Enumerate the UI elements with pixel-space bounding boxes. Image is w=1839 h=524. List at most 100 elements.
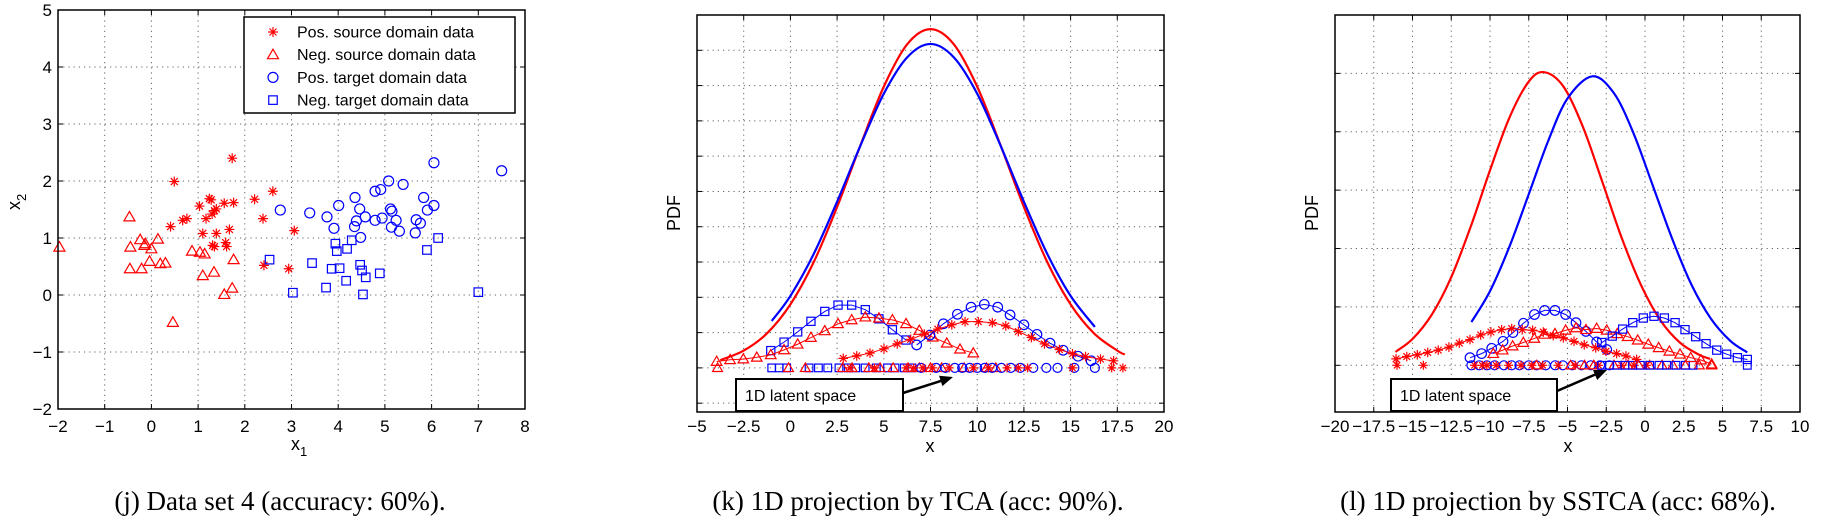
star-marker <box>1039 339 1050 349</box>
square-marker <box>268 95 278 105</box>
caption-k: (k) 1D projection by TCA (acc: 90%). <box>712 486 1124 516</box>
star-marker <box>1553 360 1563 370</box>
triangle-marker <box>225 281 239 293</box>
square-marker <box>823 363 833 373</box>
square-marker <box>846 300 857 310</box>
triangle-marker <box>227 252 241 265</box>
star-marker <box>1013 326 1024 337</box>
star-marker <box>1412 349 1423 360</box>
star-marker <box>1517 324 1528 335</box>
square-marker <box>473 287 484 297</box>
legend-item: Pos. target domain data <box>267 70 467 87</box>
star-marker <box>1491 360 1501 370</box>
star-marker <box>1506 323 1517 334</box>
axes-frame <box>57 9 526 410</box>
legend-item: Neg. target domain data <box>268 93 469 110</box>
x-tick-label: −10 <box>1476 417 1505 436</box>
x-tick-label: −12.5 <box>1430 417 1473 436</box>
x-tick-label: −20 <box>1321 417 1350 436</box>
triangle-marker <box>926 330 940 342</box>
triangle-marker <box>158 256 172 268</box>
star-marker <box>1108 356 1119 366</box>
arrow-head-icon <box>1593 369 1607 381</box>
star-marker <box>901 363 911 373</box>
star-marker <box>1000 321 1011 331</box>
triangle-marker <box>935 361 948 373</box>
star-marker <box>1504 360 1514 370</box>
star-marker <box>1570 360 1580 370</box>
circle-marker <box>414 217 426 229</box>
series-triangle <box>710 310 980 366</box>
triangle-marker <box>818 324 832 336</box>
square-marker <box>360 272 371 283</box>
x-axis-label: x1 <box>291 434 307 459</box>
annotation-arrow <box>1556 370 1602 393</box>
circle-marker <box>375 183 387 196</box>
circle-marker <box>376 212 388 224</box>
triangle-marker <box>799 361 812 373</box>
latent-star <box>1392 360 1652 370</box>
circle-marker <box>1085 355 1097 367</box>
square-marker <box>779 337 789 347</box>
star-marker <box>909 363 919 373</box>
square-marker <box>1712 345 1722 355</box>
triangle-marker <box>1641 337 1655 349</box>
x-axis-label-base: x <box>291 434 300 454</box>
star-marker <box>1465 334 1475 345</box>
star-marker <box>1470 360 1479 370</box>
square-marker <box>1742 354 1752 365</box>
chart-2: −20 −17.5 −15 −12.5 −10 −7.5 −5 −2.5 0 2.5 5 7.5 10 x… <box>1302 14 1809 456</box>
star-marker <box>267 186 278 197</box>
legend-item: Neg. source domain data <box>266 47 476 64</box>
circle-marker <box>274 204 286 216</box>
star-marker <box>1486 327 1496 337</box>
x-tick-label: 5 <box>380 417 389 436</box>
circle-marker <box>354 203 366 215</box>
star-marker <box>905 334 916 345</box>
star-marker <box>1026 332 1037 343</box>
square-marker <box>422 245 432 255</box>
star-marker <box>892 339 903 349</box>
square-marker <box>793 327 803 337</box>
legend-label: Pos. source domain data <box>297 25 474 42</box>
star-marker <box>1067 348 1078 359</box>
x-axis-label: x <box>926 436 935 456</box>
star-marker <box>1054 344 1065 355</box>
x-tick-label: −1 <box>95 417 114 436</box>
circle-marker <box>1018 319 1030 331</box>
triangle-marker <box>133 233 147 245</box>
circle-marker <box>349 191 361 204</box>
triangle-marker <box>872 311 886 323</box>
y-tick-label: −1 <box>33 343 52 362</box>
triangle-marker <box>122 210 136 222</box>
square-marker <box>1742 360 1752 370</box>
star-marker <box>1558 333 1569 343</box>
square-marker <box>887 325 898 335</box>
square-marker <box>1649 311 1659 321</box>
square-marker <box>1617 324 1628 334</box>
triangle-marker <box>966 346 980 358</box>
circle-marker <box>386 205 398 217</box>
triangle-marker <box>831 317 845 329</box>
circle-marker <box>1464 352 1476 364</box>
y-tick-label: 1 <box>43 229 52 248</box>
circle-marker <box>393 225 405 237</box>
legend-label: Neg. target domain data <box>297 93 469 110</box>
triangle-marker <box>198 247 212 259</box>
star-marker <box>919 329 930 339</box>
x-axis-label-sub: 1 <box>300 444 307 459</box>
axes-frame <box>1334 14 1801 413</box>
triangle-marker <box>723 353 737 365</box>
square-marker <box>1638 313 1648 323</box>
star-marker <box>1569 336 1579 347</box>
legend: Pos. source domain data Neg. source domai… <box>243 16 516 114</box>
star-marker <box>865 348 875 358</box>
square-marker <box>331 246 342 256</box>
arrow-head-icon <box>939 375 953 387</box>
triangle-marker <box>1631 333 1645 345</box>
triangle-marker <box>886 313 899 325</box>
circle-marker <box>397 178 409 191</box>
triangle-marker <box>845 313 858 325</box>
x-tick-label: 2.5 <box>1672 417 1696 436</box>
star-marker <box>946 320 957 330</box>
